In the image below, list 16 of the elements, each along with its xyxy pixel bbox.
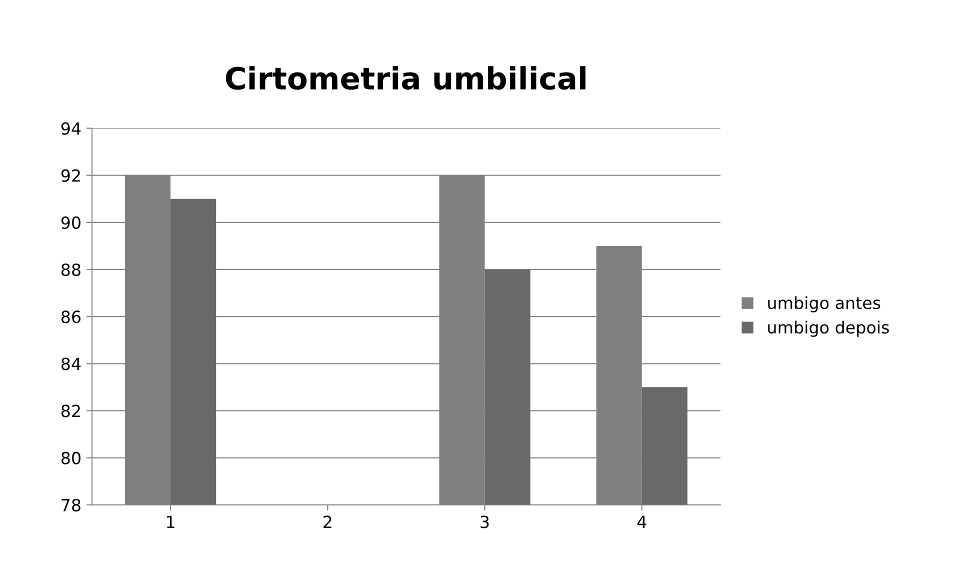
- x-tick-label: 1: [167, 516, 174, 528]
- y-tick-label: 90: [61, 216, 80, 229]
- chart-title: Cirtometria umbilical: [226, 66, 586, 90]
- y-tick-label: 84: [61, 358, 81, 370]
- x-tick-label: 2: [324, 516, 332, 528]
- y-tick-label: 88: [61, 263, 80, 276]
- y-tick-label: 82: [61, 404, 80, 418]
- y-tick-label: 94: [61, 122, 81, 135]
- y-tick-label: 92: [61, 169, 80, 182]
- legend-label: umbigo antes: [768, 296, 880, 312]
- y-tick-label: 80: [61, 452, 80, 464]
- y-tick-label: 78: [62, 498, 80, 512]
- x-tick-label: 3: [480, 516, 489, 528]
- y-tick-label: 86: [61, 310, 80, 324]
- legend-label: umbigo depois: [768, 320, 889, 337]
- x-tick-label: 4: [637, 516, 646, 528]
